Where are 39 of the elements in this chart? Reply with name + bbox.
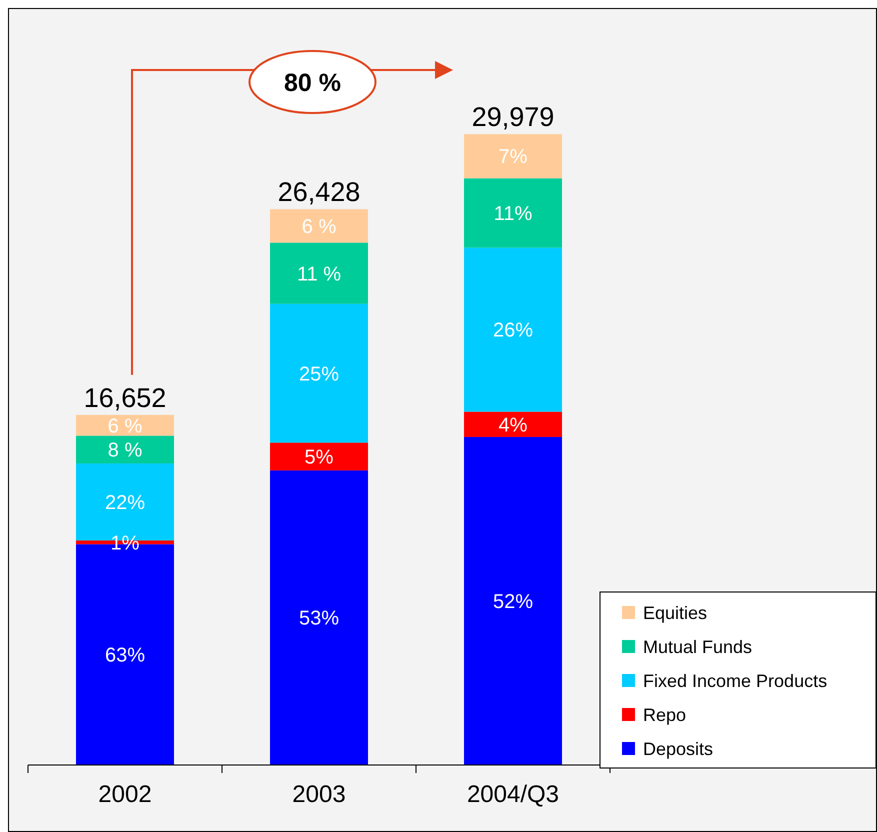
annotation: 22% <box>104 492 146 514</box>
annotation: 1% <box>110 532 140 554</box>
annotation: 26,428 <box>278 177 360 208</box>
text: 29,979 <box>472 102 554 132</box>
bar <box>270 442 368 470</box>
legend-label: Equities <box>643 603 708 623</box>
bar <box>464 248 562 412</box>
x-tick-label: 2002 <box>98 781 152 808</box>
bar <box>464 134 562 178</box>
annotation: 26% <box>492 320 534 342</box>
bar <box>464 178 562 248</box>
text: 80 % <box>284 69 341 97</box>
legend-label: Deposits <box>643 739 714 759</box>
bar <box>270 470 368 765</box>
annotation: 11% <box>494 203 532 226</box>
x-tick-label: 2004/Q3 <box>466 781 560 808</box>
annotation: 25% <box>298 363 340 386</box>
bar <box>76 436 174 464</box>
annotation: 63% <box>104 644 146 667</box>
bar <box>270 209 368 243</box>
bar <box>464 436 562 765</box>
legend-label: Fixed Income Products <box>643 671 828 691</box>
annotation: 5% <box>304 446 334 469</box>
annotation: 52% <box>492 590 534 613</box>
annotation: 4% <box>498 414 528 436</box>
annotation: 7% <box>498 146 528 168</box>
annotation: 11 % <box>296 263 342 286</box>
annotation: 6 % <box>302 216 336 238</box>
bar <box>270 242 368 304</box>
x-tick-label: 2003 <box>292 781 346 808</box>
legend-label: Repo <box>643 705 686 725</box>
bar <box>76 414 174 436</box>
annotation: 16,652 <box>84 382 166 413</box>
annotation: 6 % <box>108 415 142 438</box>
annotation: 53% <box>298 608 340 630</box>
annotation: 8 % <box>108 440 142 462</box>
bar <box>270 304 368 443</box>
legend-label: Mutual Funds <box>643 637 752 657</box>
bar <box>464 412 562 437</box>
